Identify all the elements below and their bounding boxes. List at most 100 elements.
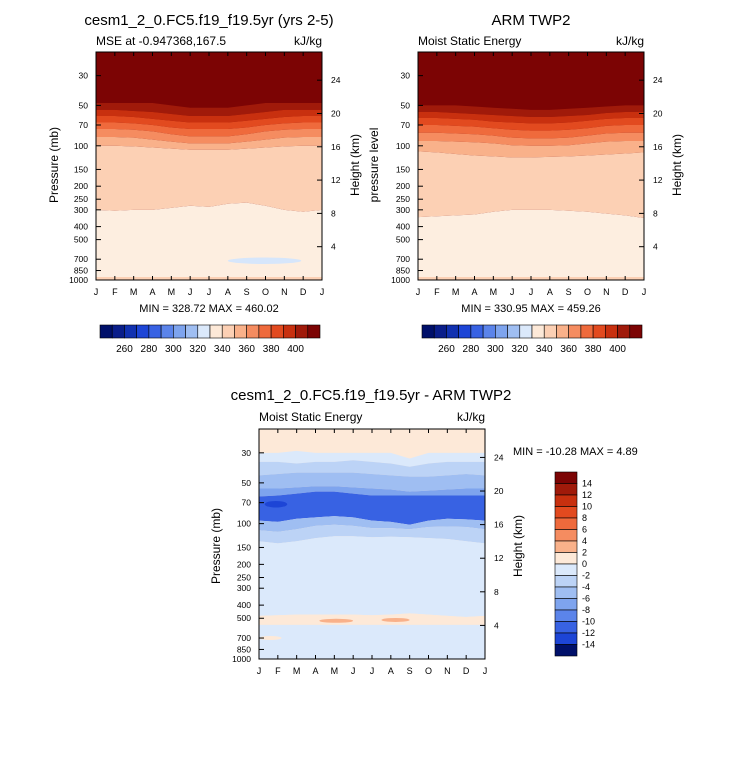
contour-band: [259, 486, 485, 497]
contour-band: [96, 52, 322, 108]
contour-fill-group: [259, 429, 485, 659]
colorbar-swatch: [458, 324, 472, 339]
x-tick-label: F: [275, 666, 281, 676]
colorbar-swatch: [197, 324, 211, 339]
y-tick-label: 300: [396, 205, 410, 215]
colorbar-swatch: [556, 324, 569, 339]
x-tick-label: J: [483, 666, 488, 676]
y-tick-label: 700: [396, 254, 410, 264]
panel-diff-ylabel: Pressure (mb): [209, 508, 223, 584]
colorbar-swatch: [307, 324, 321, 339]
x-tick-label: J: [188, 287, 193, 297]
x-tick-label: N: [444, 666, 451, 676]
panel-obs-subtitle-right: kJ/kg: [616, 34, 644, 48]
colorbar-swatch: [221, 324, 235, 339]
colorbar-swatch: [446, 324, 459, 339]
x-tick-label: D: [622, 287, 629, 297]
colorbar-swatch: [246, 324, 260, 339]
y-tick-label: 50: [401, 100, 411, 110]
y-tick-label: 1000: [69, 275, 88, 285]
colorbar-label: -2: [582, 571, 590, 581]
colorbar-swatch: [554, 483, 578, 496]
contour-band: [96, 109, 322, 123]
x-tick-label: J: [529, 287, 534, 297]
panel-obs-ylabel-right: Height (km): [670, 134, 684, 196]
colorbar-label: 280: [463, 344, 480, 355]
colorbar-swatch: [554, 540, 578, 553]
contour-band: [259, 613, 485, 625]
colorbar-swatch: [295, 324, 309, 339]
y-right-tick-label: 24: [494, 452, 504, 462]
x-tick-label: J: [351, 666, 356, 676]
colorbar-swatch: [99, 324, 113, 339]
y-tick-label: 150: [237, 542, 251, 552]
x-tick-label: A: [149, 287, 155, 297]
y-tick-label: 1000: [391, 275, 410, 285]
colorbar-swatch: [124, 324, 137, 339]
colorbar-swatch: [554, 517, 578, 530]
x-tick-label: J: [257, 666, 262, 676]
y-right-tick-label: 4: [494, 620, 499, 630]
colorbar-swatch: [482, 324, 496, 339]
y-right-tick-label: 4: [653, 242, 658, 252]
colorbar-label: 280: [141, 344, 158, 355]
contour-band: [259, 624, 485, 659]
colorbar-label: 320: [511, 344, 528, 355]
y-tick-label: 30: [401, 71, 411, 81]
x-tick-label: A: [547, 287, 553, 297]
x-tick-label: A: [471, 287, 477, 297]
y-tick-label: 70: [79, 120, 89, 130]
y-tick-label: 70: [242, 498, 252, 508]
colorbar-label: 360: [560, 344, 577, 355]
x-tick-label: O: [425, 666, 432, 676]
y-tick-label: 850: [396, 266, 410, 276]
y-tick-label: 250: [396, 194, 410, 204]
colorbar-swatch: [258, 324, 272, 339]
colorbar-label: -6: [582, 594, 590, 604]
y-right-tick-label: 12: [653, 175, 663, 185]
contour-band: [418, 140, 644, 158]
y-right-tick-label: 8: [494, 587, 499, 597]
y-tick-label: 400: [74, 222, 88, 232]
y-right-tick-label: 16: [331, 142, 341, 152]
colorbar-swatch: [554, 529, 578, 542]
panel-model-subtitle-left: MSE at -0.947368,167.5: [96, 34, 226, 48]
y-tick-label: 1000: [232, 654, 251, 664]
contour-patch: [259, 636, 282, 641]
panel-model: cesm1_2_0.FC5.f19_f19.5yr (yrs 2-5) MSE …: [47, 12, 362, 315]
contour-band: [259, 450, 485, 467]
y-tick-label: 400: [237, 600, 251, 610]
colorbar-label: 360: [238, 344, 255, 355]
contour-band: [259, 429, 485, 459]
x-tick-label: M: [168, 287, 176, 297]
x-tick-label: M: [130, 287, 138, 297]
colorbar-label: 14: [582, 479, 592, 489]
colorbar-label: 300: [487, 344, 504, 355]
y-right-tick-label: 4: [331, 242, 336, 252]
colorbar-label: 300: [165, 344, 182, 355]
contour-band: [418, 105, 644, 117]
colorbar-swatch: [111, 324, 125, 339]
y-tick-label: 150: [396, 164, 410, 174]
colorbar-label: 10: [582, 502, 592, 512]
contour-band: [418, 151, 644, 218]
x-tick-label: F: [112, 287, 118, 297]
x-tick-label: D: [463, 666, 470, 676]
y-right-tick-label: 16: [494, 520, 504, 530]
colorbar-swatch: [283, 324, 296, 339]
y-tick-label: 100: [74, 141, 88, 151]
y-right-tick-label: 8: [331, 208, 336, 218]
contour-fill-group: [96, 52, 322, 280]
colorbar-swatch: [617, 324, 631, 339]
y-tick-label: 400: [396, 222, 410, 232]
contour-band: [96, 129, 322, 144]
colorbar-label: 4: [582, 536, 587, 546]
contour-band: [418, 125, 644, 139]
y-tick-label: 150: [74, 164, 88, 174]
y-tick-label: 200: [74, 181, 88, 191]
x-tick-label: A: [312, 666, 318, 676]
y-tick-label: 70: [401, 120, 411, 130]
panel-model-title: cesm1_2_0.FC5.f19_f19.5yr (yrs 2-5): [84, 12, 333, 29]
colorbar-swatch: [519, 324, 533, 339]
